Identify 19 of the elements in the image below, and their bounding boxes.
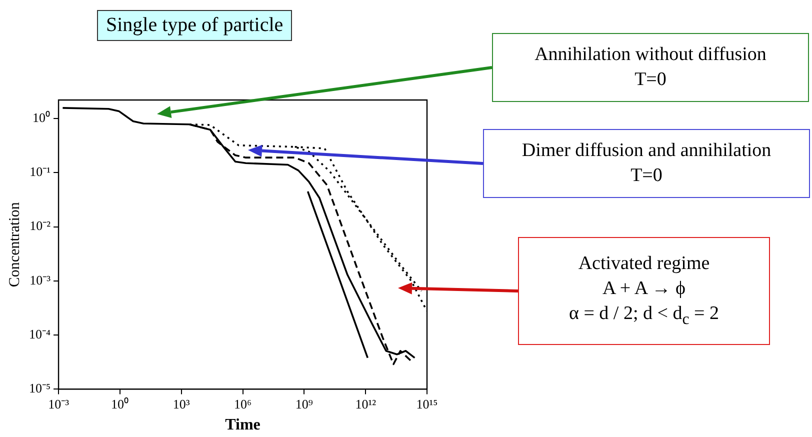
x-tick-label: 10⁻³ — [48, 396, 70, 412]
text: Annihilation without diffusion T=0 — [534, 42, 766, 92]
x-tick-label: 10¹² — [355, 396, 376, 412]
text: Dimer diffusion and annihilation T=0 — [522, 138, 772, 188]
y-tick-label: 10⁻⁵ — [28, 380, 51, 396]
x-tick-label: 10⁰ — [110, 396, 129, 412]
text: Activated regime A + A → ϕ α = d / 2; d < d$_{c}$ = 2 — [569, 252, 719, 330]
y-tick-label: 10⁻³ — [30, 272, 51, 288]
chart-title: Single type of particle — [97, 10, 292, 41]
x-tick-label: 10⁶ — [234, 396, 252, 412]
x-tick-label: 10⁹ — [295, 396, 314, 412]
x-tick-label: 10³ — [172, 396, 190, 412]
y-axis-title: Concentration — [6, 202, 23, 288]
x-axis-title: Time — [225, 416, 260, 434]
y-tick-label: 10⁻² — [30, 218, 51, 234]
y-tick-label: 10⁰ — [32, 110, 51, 125]
x-tick-label: 10¹⁵ — [416, 396, 438, 412]
y-tick-label: 10⁻⁴ — [28, 326, 51, 342]
y-tick-label: 10⁻¹ — [30, 164, 51, 180]
